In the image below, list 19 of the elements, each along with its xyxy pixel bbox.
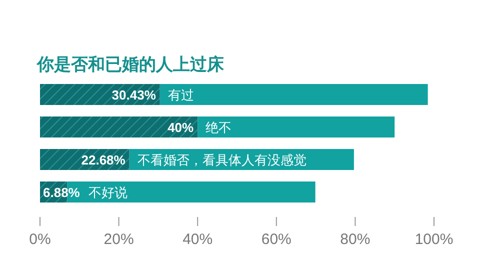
x-tick-label: 100% [414,231,454,248]
x-tick-label: 0% [29,231,51,248]
data-label: 30.43% [112,88,156,102]
bar [40,116,198,138]
y-tick-label: 绝不 [206,120,232,135]
x-tick-label: 80% [340,231,370,248]
bar [198,116,395,138]
y-tick-label: 有过 [168,88,194,102]
y-tick-label: 不好说 [88,185,128,200]
data-label: 22.68% [81,152,126,168]
x-tick-label: 20% [104,231,134,248]
bar [40,84,160,105]
data-label: 40% [168,120,194,135]
data-label: 6.88% [43,185,80,200]
x-tick-label: 40% [182,231,213,248]
chart-title: 你是否和已婚的人上过床 [36,55,225,74]
bar [160,84,428,105]
x-tick-label: 60% [261,231,292,248]
y-tick-label: 不看婚否，看具体人有没感觉 [137,152,306,168]
